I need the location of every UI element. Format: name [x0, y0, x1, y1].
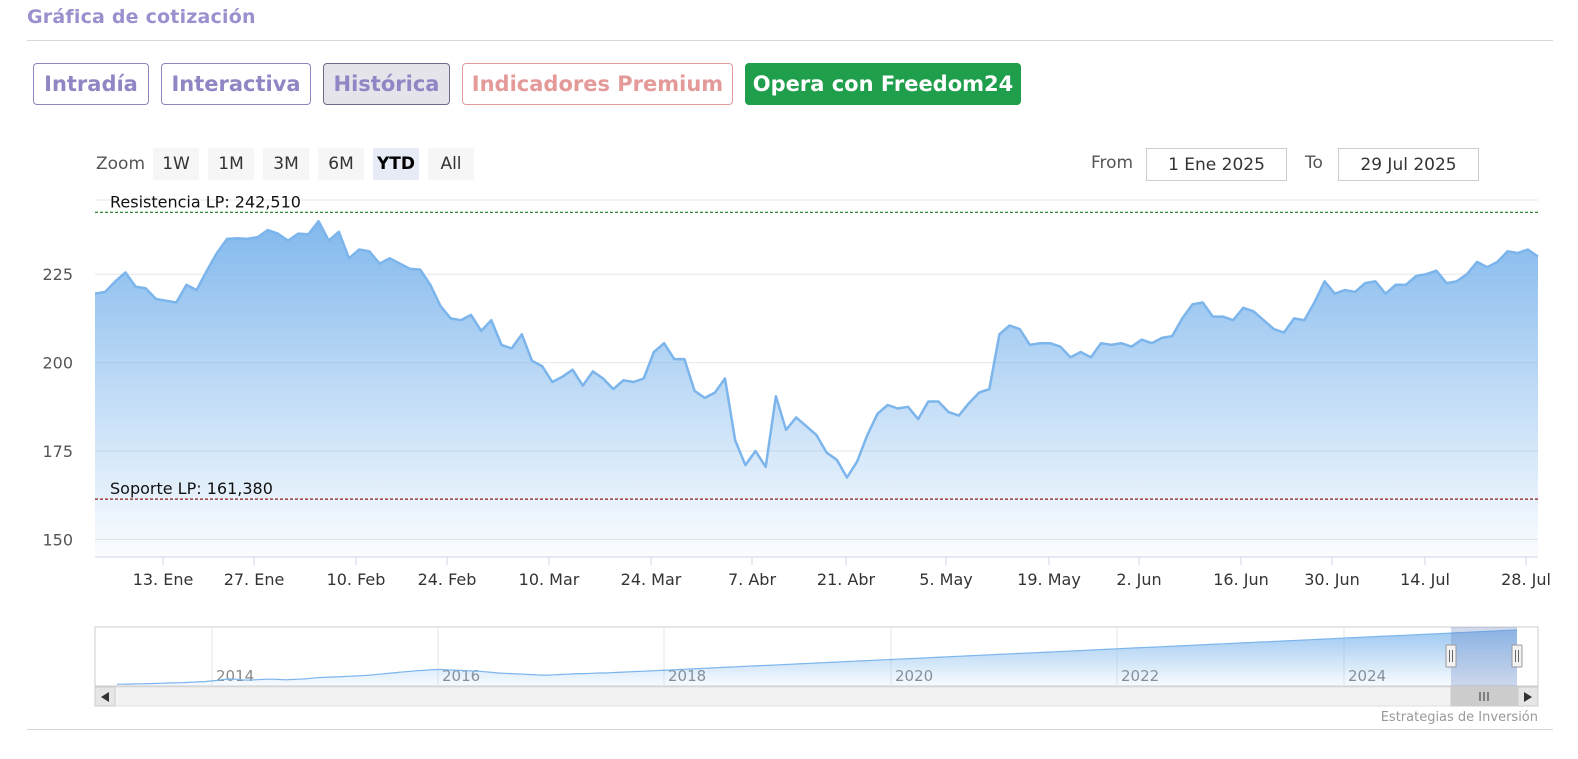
zoom-1m-button[interactable]: 1M	[208, 148, 254, 180]
chart-credits: Estrategias de Inversión	[1380, 710, 1538, 725]
divider	[27, 40, 1553, 41]
scrollbar-track	[94, 686, 1539, 707]
zoom-label: Zoom	[96, 154, 146, 174]
x-tick-label: 10. Feb	[327, 570, 386, 589]
y-tick-label: 200	[42, 354, 73, 373]
resistance-label: Resistencia LP: 242,510	[110, 192, 301, 211]
chevron-right-icon	[1524, 692, 1532, 702]
navigator-area	[117, 630, 1517, 686]
page-title: Gráfica de cotización	[27, 6, 256, 28]
x-tick-label: 2. Jun	[1116, 570, 1161, 589]
x-tick-label: 19. May	[1017, 570, 1081, 589]
series-area	[95, 221, 1538, 557]
x-tick-label: 7. Abr	[728, 570, 776, 589]
x-tick-label: 21. Abr	[817, 570, 876, 589]
y-tick-label: 225	[42, 265, 73, 284]
navigator-scrollbar[interactable]	[94, 686, 1539, 707]
navigator-handle-right[interactable]	[1511, 644, 1523, 668]
x-tick-label: 28. Jul	[1501, 570, 1551, 589]
divider	[27, 729, 1553, 730]
series-line	[94, 219, 1539, 479]
x-tick-label: 13. Ene	[133, 570, 194, 589]
x-tick-label: 14. Jul	[1400, 570, 1450, 589]
freedom24-button[interactable]: Opera con Freedom24	[745, 63, 1021, 105]
x-tick-label: 27. Ene	[224, 570, 285, 589]
x-tick-label: 24. Mar	[621, 570, 682, 589]
chevron-left-icon	[101, 692, 109, 702]
zoom-3m-button[interactable]: 3M	[263, 148, 309, 180]
tab-interactiva[interactable]: Interactiva	[161, 63, 311, 105]
navigator-line	[117, 629, 1518, 685]
x-tick-label: 16. Jun	[1213, 570, 1269, 589]
zoom-1w-button[interactable]: 1W	[153, 148, 199, 180]
to-date-input[interactable]: 29 Jul 2025	[1338, 148, 1479, 181]
x-tick-label: 24. Feb	[418, 570, 477, 589]
from-date-input[interactable]: 1 Ene 2025	[1146, 148, 1287, 181]
tab-intradia[interactable]: Intradía	[33, 63, 149, 105]
support-label: Soporte LP: 161,380	[110, 479, 273, 498]
zoom-all-button[interactable]: All	[428, 148, 474, 180]
zoom-6m-button[interactable]: 6M	[318, 148, 364, 180]
x-tick-label: 30. Jun	[1304, 570, 1360, 589]
tab-indicadores-premium[interactable]: Indicadores Premium	[462, 63, 733, 105]
from-label: From	[1091, 153, 1134, 173]
navigator-selection	[1451, 627, 1517, 686]
tab-historica[interactable]: Histórica	[323, 63, 450, 105]
x-tick-label: 5. May	[919, 570, 972, 589]
zoom-ytd-button[interactable]: YTD	[373, 148, 419, 180]
to-label: To	[1305, 153, 1323, 173]
y-tick-label: 175	[42, 442, 73, 461]
navigator-handle-left[interactable]	[1445, 644, 1457, 668]
x-tick-label: 10. Mar	[519, 570, 580, 589]
y-tick-label: 150	[42, 530, 73, 549]
